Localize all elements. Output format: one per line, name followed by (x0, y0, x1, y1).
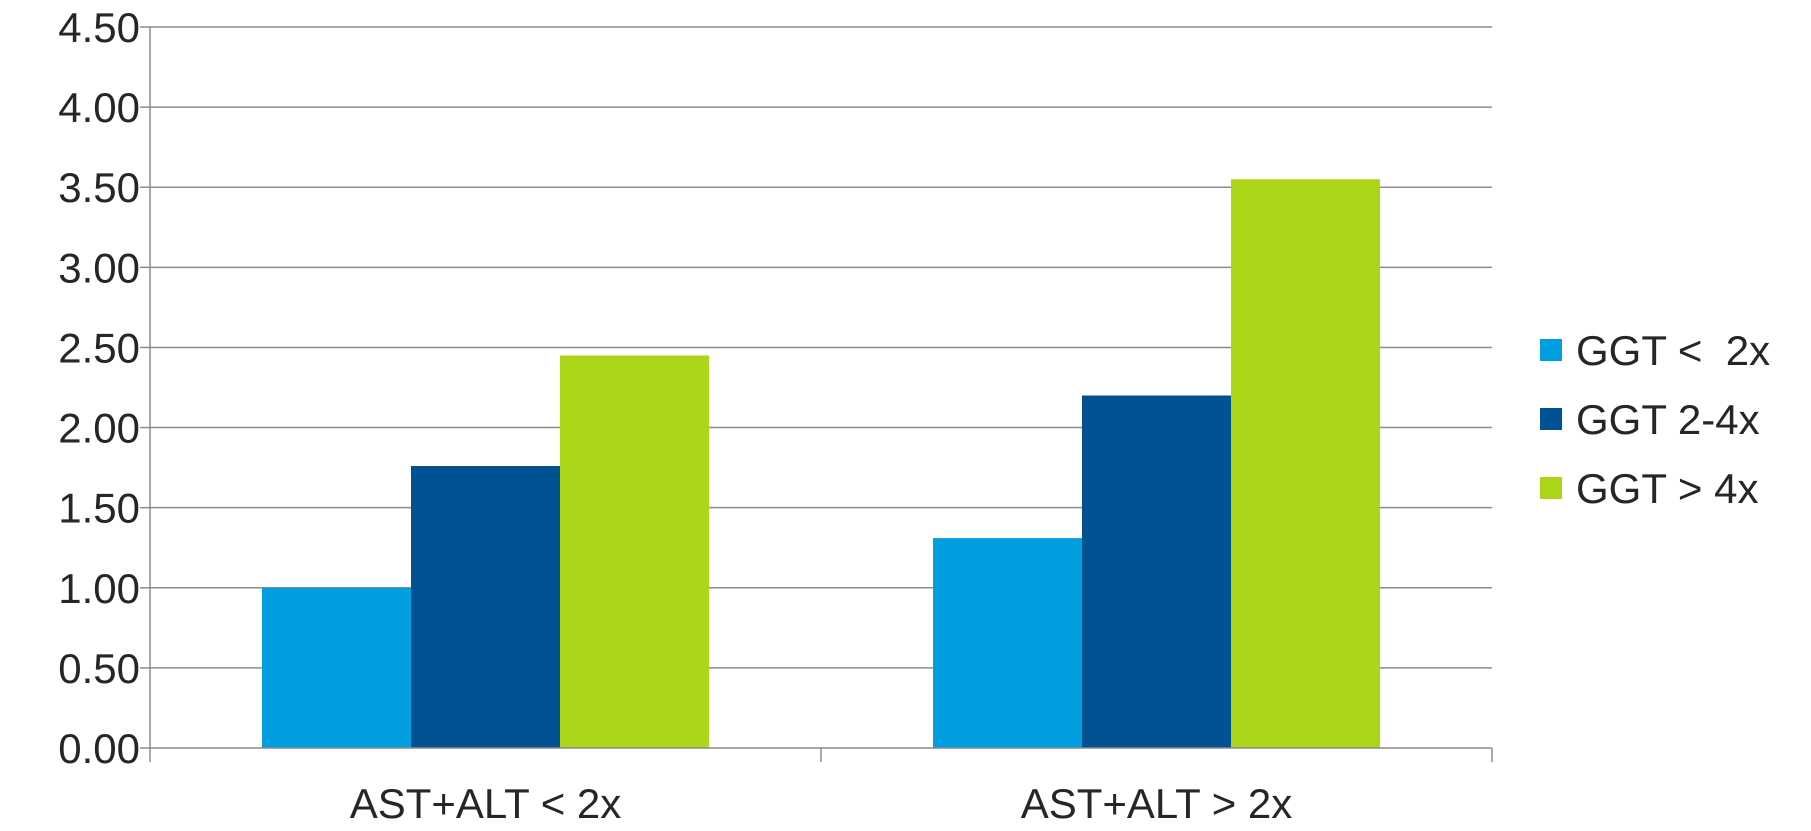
bar-ggt-4x-cat-0 (560, 355, 709, 748)
legend-label: GGT > 4x (1576, 465, 1758, 512)
bars (262, 179, 1380, 748)
y-tick-label: 0.00 (58, 725, 140, 772)
x-tick-label: AST+ALT > 2x (1021, 780, 1293, 826)
legend-swatch (1540, 408, 1562, 430)
legend-label: GGT 2-4x (1576, 396, 1760, 443)
legend: GGT < 2x GGT 2-4x GGT > 4x (1540, 327, 1770, 512)
bar-ggt-4x-cat-1 (1231, 179, 1380, 748)
axes (140, 26, 1493, 762)
y-tick-label: 3.00 (58, 244, 140, 291)
bar-ggt-2-4x-cat-1 (1082, 395, 1231, 748)
legend-swatch (1540, 477, 1562, 499)
y-tick-labels: 0.00 0.50 1.00 1.50 2.00 2.50 3.00 3.50 4.00 4.50 (58, 4, 140, 772)
bar-ggt-2x-cat-0 (262, 587, 411, 748)
legend-label: GGT < 2x (1576, 327, 1770, 374)
y-tick-label: 1.00 (58, 565, 140, 612)
y-tick-label: 0.50 (58, 645, 140, 692)
y-tick-label: 2.00 (58, 405, 140, 452)
bar-ggt-2-4x-cat-0 (411, 466, 560, 748)
y-tick-label: 2.50 (58, 324, 140, 371)
x-tick-label: AST+ALT < 2x (350, 780, 622, 826)
legend-swatch (1540, 339, 1562, 361)
y-tick-label: 4.00 (58, 84, 140, 131)
y-tick-label: 1.50 (58, 485, 140, 532)
y-tick-label: 3.50 (58, 164, 140, 211)
x-tick-labels: AST+ALT < 2x AST+ALT > 2x (350, 780, 1293, 827)
bar-ggt-2x-cat-1 (933, 538, 1082, 748)
y-tick-label: 4.50 (58, 4, 140, 51)
